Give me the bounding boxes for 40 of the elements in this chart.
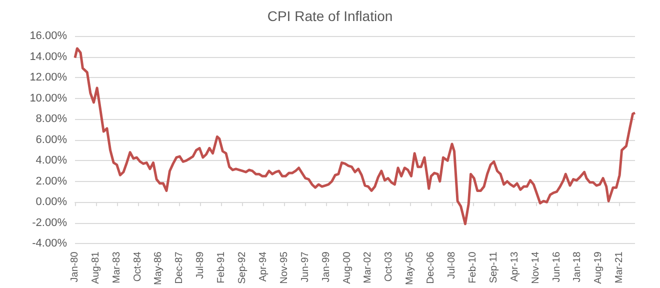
x-tick-label: Jan-18 (572, 251, 584, 282)
x-tick-label: Mar-21 (614, 251, 626, 284)
x-tick-label: Nov-95 (278, 251, 290, 284)
x-tick-label: Nov-14 (530, 251, 542, 284)
x-tick-label: Jun-97 (300, 251, 311, 282)
y-tick-label: 0.00% (36, 196, 68, 208)
x-tick-label: Jun-16 (551, 251, 562, 282)
x-tick-label: May-05 (404, 251, 416, 286)
x-tick-label: Feb-91 (216, 251, 228, 284)
x-tick-label: Sep-92 (237, 251, 248, 284)
x-tick-label: Mar-02 (362, 251, 374, 284)
x-tick-label: Apr-13 (509, 251, 520, 282)
y-tick-label: 6.00% (36, 134, 68, 146)
y-tick-label: -2.00% (32, 216, 68, 229)
x-tick-label: Aug-19 (593, 251, 604, 284)
x-tick-label: Apr-94 (258, 251, 269, 282)
y-tick-label: 4.00% (36, 154, 68, 167)
x-tick-label: Feb-10 (468, 251, 479, 284)
x-tick-label: Dec-87 (174, 251, 186, 284)
x-tick-label: Jul-08 (446, 251, 458, 279)
x-tick-label: Oct-03 (384, 251, 395, 282)
x-tick-label: Sep-11 (488, 251, 500, 284)
x-tick-label: Aug-00 (342, 251, 353, 284)
y-tick-label: 12.00% (30, 72, 68, 84)
y-tick-label: -4.00% (32, 238, 68, 250)
x-tick-label: Dec-06 (426, 251, 437, 284)
x-tick-label: Jan-99 (320, 251, 332, 282)
y-tick-label: 16.00% (30, 30, 68, 42)
x-tick-label: Oct-84 (132, 251, 144, 282)
y-tick-label: 10.00% (30, 92, 68, 104)
y-tick-label: 14.00% (30, 50, 68, 63)
line-series (74, 47, 636, 226)
x-tick-label: Mar-83 (111, 251, 122, 284)
x-tick-label: Jul-89 (195, 251, 206, 279)
x-tick-label: Aug-81 (90, 251, 102, 284)
x-tick-label: May-86 (153, 251, 164, 286)
x-tick-label: Jan-80 (70, 251, 80, 282)
y-tick-label: 8.00% (36, 113, 68, 126)
y-tick-label: 2.00% (36, 175, 68, 188)
chart-title: CPI Rate of Inflation (267, 8, 393, 24)
